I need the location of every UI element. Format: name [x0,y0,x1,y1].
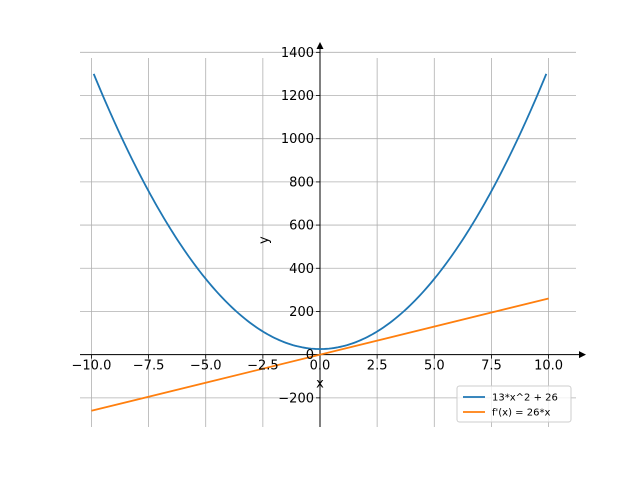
x-tick-label: 5.0 [424,359,445,374]
x-axis-arrow [579,351,586,359]
y-tick-label: 1400 [281,46,314,61]
tick-labels: −10.0 −7.5 −5.0 −2.5 0.0 2.5 5.0 7.5 10.0 −200 0 20… [72,46,564,407]
x-tick-label: −10.0 [72,359,112,374]
x-tick-label: −7.5 [133,359,165,374]
y-tick-label: −200 [278,391,314,406]
x-tick-label: 7.5 [481,359,502,374]
y-tick-label: 400 [289,262,314,277]
series-group [91,73,549,412]
x-tick-label: −2.5 [247,359,279,374]
legend-box [456,385,572,423]
y-tick-label: 1000 [281,132,314,147]
x-axis-label: x [316,377,324,392]
legend: 13*x^2 + 26 f'(x) = 26*x [456,385,572,423]
y-tick-label: 600 [289,219,314,234]
x-tick-label: 10.0 [534,359,563,374]
y-tick-label: 1200 [281,89,314,104]
y-tick-label: 200 [289,305,314,320]
x-tick-label: −5.0 [190,359,222,374]
series-line-1 [92,73,548,350]
y-axis-arrow [316,42,324,49]
y-axis-label: y [257,236,272,244]
series-line-2 [91,297,549,412]
x-tick-label: 0.0 [310,359,331,374]
x-tick-label: 2.5 [367,359,388,374]
legend-label-2: f'(x) = 26*x [492,408,550,419]
axes [80,42,586,427]
legend-label-1: 13*x^2 + 26 [492,393,558,404]
y-tick-label: 0 [306,348,314,363]
y-tick-label: 800 [289,175,314,190]
